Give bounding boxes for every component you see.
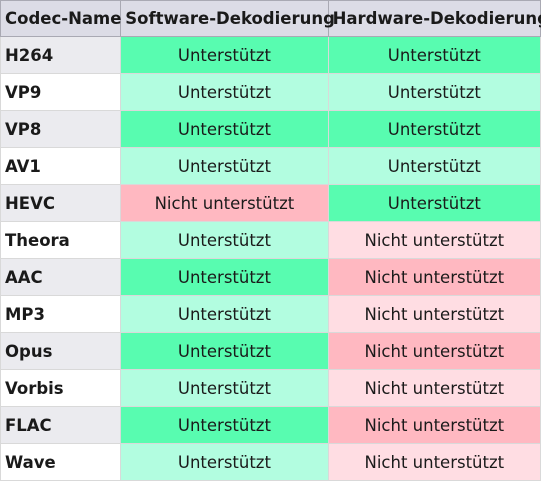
codec-support-table: Codec-Name Software-Dekodierung Hardware… bbox=[0, 0, 541, 481]
codec-name-cell: FLAC bbox=[0, 406, 122, 444]
software-decoding-status-cell: Unterstützt bbox=[120, 406, 329, 444]
hardware-decoding-status-cell: Nicht unterstützt bbox=[327, 295, 541, 333]
table-row: VP9 Unterstützt Unterstützt bbox=[0, 73, 541, 111]
hardware-decoding-status-cell: Nicht unterstützt bbox=[327, 258, 541, 296]
software-decoding-status-cell: Unterstützt bbox=[120, 147, 329, 185]
hardware-decoding-status-cell: Nicht unterstützt bbox=[327, 332, 541, 370]
hardware-decoding-status-cell: Unterstützt bbox=[327, 110, 541, 148]
hardware-decoding-status-cell: Nicht unterstützt bbox=[327, 369, 541, 407]
table-body: H264 Unterstützt Unterstützt VP9 Unterstützt… bbox=[0, 36, 541, 481]
table-row: MP3 Unterstützt Nicht unterstützt bbox=[0, 295, 541, 333]
table-header: Codec-Name Software-Dekodierung Hardware… bbox=[0, 0, 541, 37]
table-row: AV1 Unterstützt Unterstützt bbox=[0, 147, 541, 185]
software-decoding-status-cell: Unterstützt bbox=[120, 221, 329, 259]
hardware-decoding-status-cell: Unterstützt bbox=[327, 36, 541, 74]
codec-name-cell: Wave bbox=[0, 443, 122, 481]
hardware-decoding-status-cell: Nicht unterstützt bbox=[327, 443, 541, 481]
hardware-decoding-status-cell: Unterstützt bbox=[327, 147, 541, 185]
codec-name-cell: MP3 bbox=[0, 295, 122, 333]
software-decoding-status-cell: Unterstützt bbox=[120, 73, 329, 111]
table-row: Theora Unterstützt Nicht unterstützt bbox=[0, 221, 541, 259]
codec-name-cell: H264 bbox=[0, 36, 122, 74]
codec-name-cell: AAC bbox=[0, 258, 122, 296]
table-row: VP8 Unterstützt Unterstützt bbox=[0, 110, 541, 148]
table-row: HEVC Nicht unterstützt Unterstützt bbox=[0, 184, 541, 222]
software-decoding-status-cell: Unterstützt bbox=[120, 332, 329, 370]
software-decoding-status-cell: Unterstützt bbox=[120, 258, 329, 296]
software-decoding-status-cell: Unterstützt bbox=[120, 36, 329, 74]
codec-name-cell: Opus bbox=[0, 332, 122, 370]
column-header-codec-name: Codec-Name bbox=[0, 0, 121, 37]
codec-name-cell: Theora bbox=[0, 221, 122, 259]
software-decoding-status-cell: Unterstützt bbox=[120, 443, 329, 481]
codec-name-cell: AV1 bbox=[0, 147, 122, 185]
codec-name-cell: Vorbis bbox=[0, 369, 122, 407]
table-row: FLAC Unterstützt Nicht unterstützt bbox=[0, 406, 541, 444]
software-decoding-status-cell: Nicht unterstützt bbox=[120, 184, 329, 222]
hardware-decoding-status-cell: Unterstützt bbox=[327, 184, 541, 222]
codec-name-cell: VP9 bbox=[0, 73, 122, 111]
hardware-decoding-status-cell: Unterstützt bbox=[327, 73, 541, 111]
codec-name-cell: VP8 bbox=[0, 110, 122, 148]
hardware-decoding-status-cell: Nicht unterstützt bbox=[327, 406, 541, 444]
hardware-decoding-status-cell: Nicht unterstützt bbox=[327, 221, 541, 259]
header-row: Codec-Name Software-Dekodierung Hardware… bbox=[0, 0, 541, 37]
software-decoding-status-cell: Unterstützt bbox=[120, 369, 329, 407]
software-decoding-status-cell: Unterstützt bbox=[120, 295, 329, 333]
table-row: Vorbis Unterstützt Nicht unterstützt bbox=[0, 369, 541, 407]
software-decoding-status-cell: Unterstützt bbox=[120, 110, 329, 148]
table-row: H264 Unterstützt Unterstützt bbox=[0, 36, 541, 74]
codec-name-cell: HEVC bbox=[0, 184, 122, 222]
column-header-hardware-decoding: Hardware-Dekodierung bbox=[327, 0, 541, 37]
table-row: Wave Unterstützt Nicht unterstützt bbox=[0, 443, 541, 481]
table-row: Opus Unterstützt Nicht unterstützt bbox=[0, 332, 541, 370]
table-row: AAC Unterstützt Nicht unterstützt bbox=[0, 258, 541, 296]
column-header-software-decoding: Software-Dekodierung bbox=[120, 0, 335, 37]
